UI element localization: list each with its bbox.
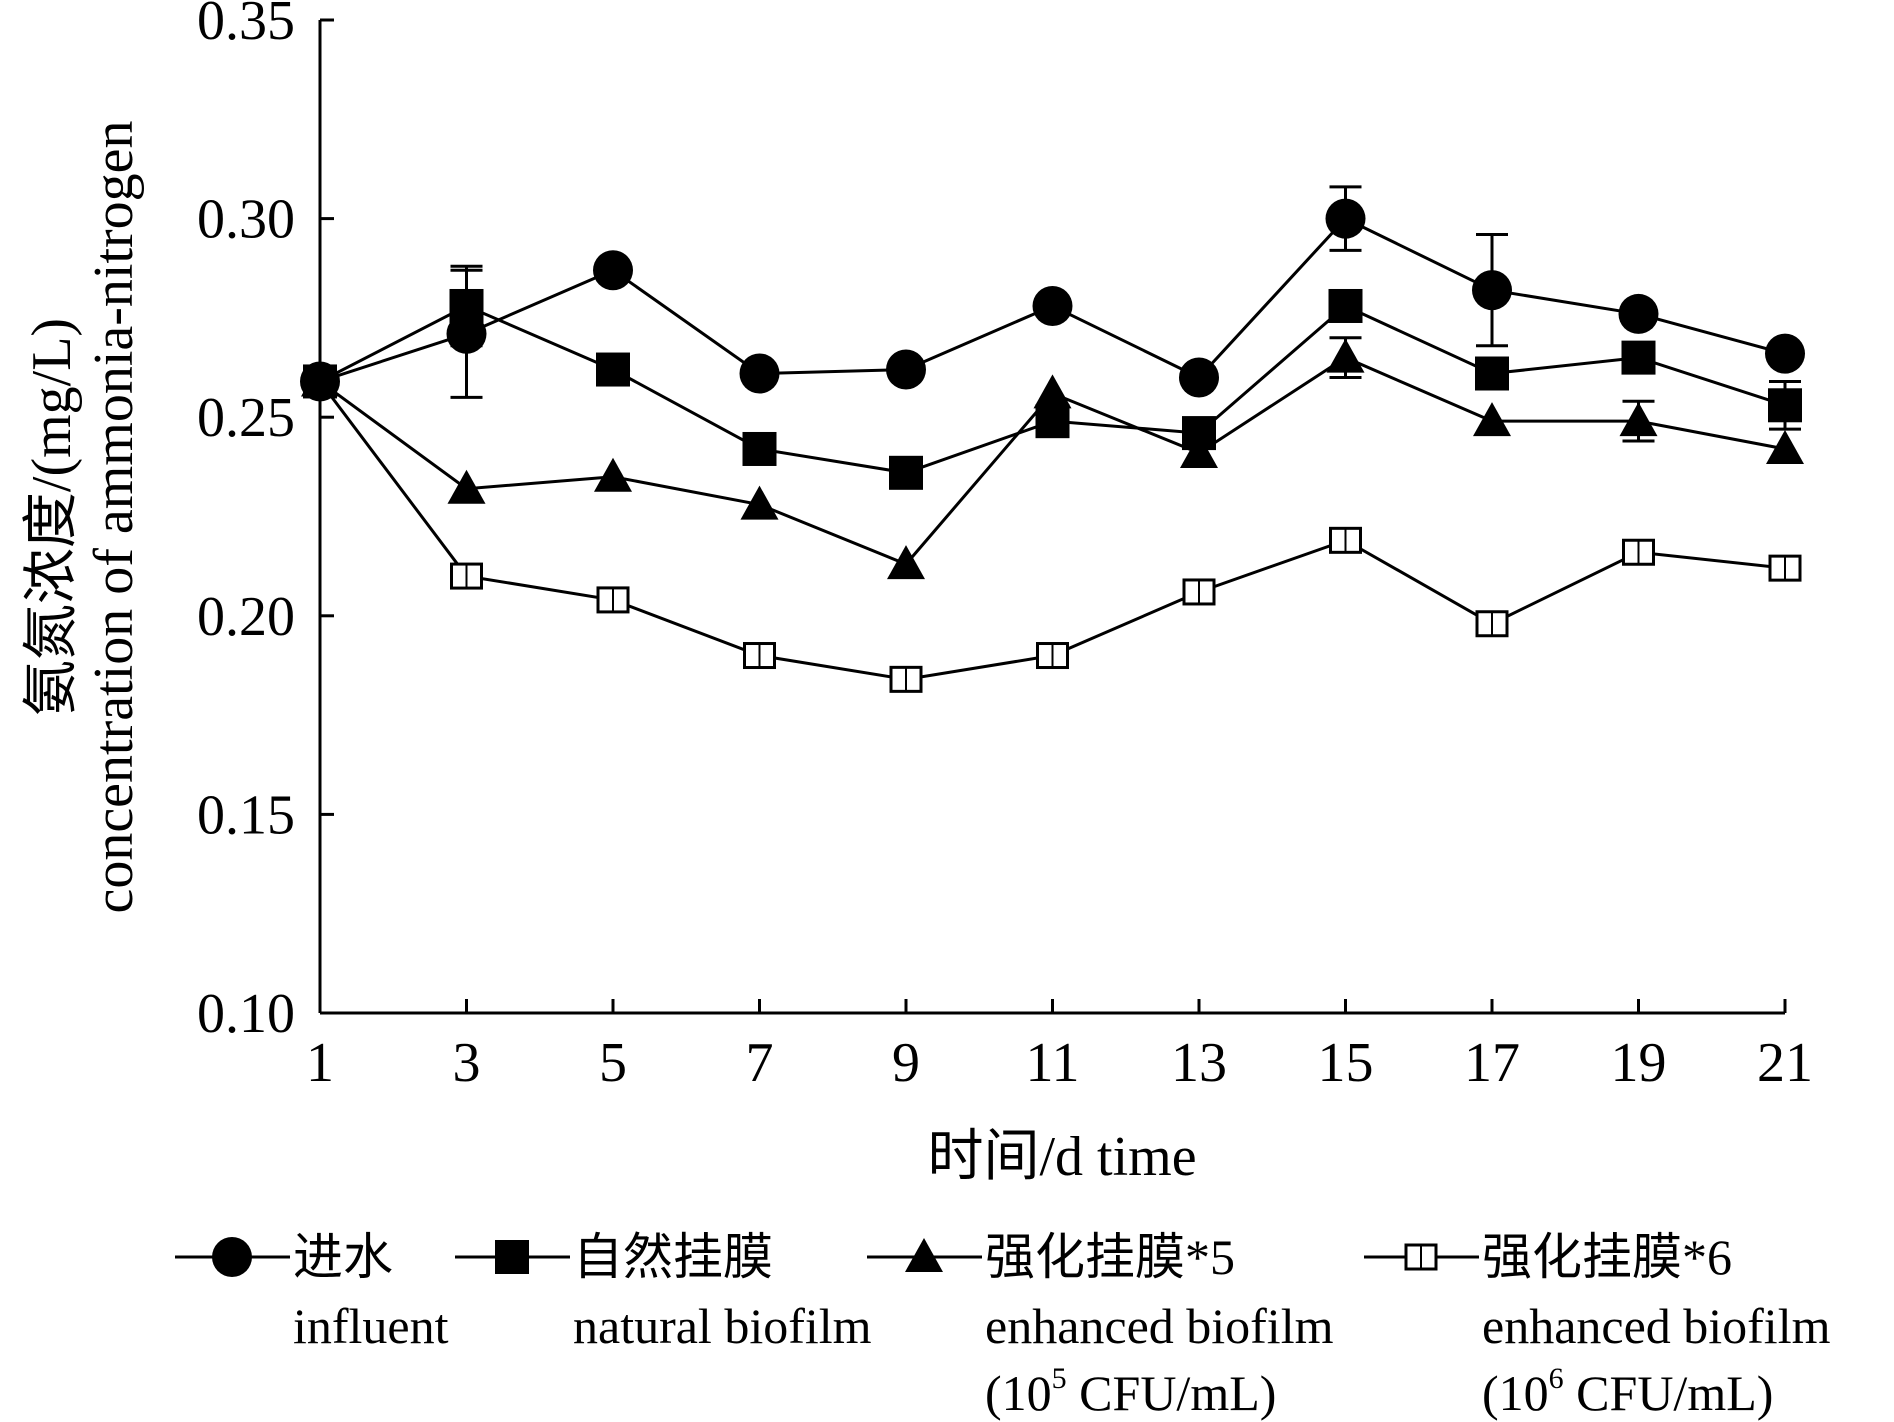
data-point <box>1768 554 1802 582</box>
data-point <box>886 349 926 390</box>
data-point <box>1182 578 1216 606</box>
legend-label-zh: 自然挂膜 <box>573 1229 773 1285</box>
data-point <box>1329 526 1362 554</box>
y-axis-title-line2: concentration of ammonia-nitrogen <box>83 120 145 913</box>
data-point <box>1179 357 1219 398</box>
data-point <box>887 545 925 580</box>
data-point <box>450 562 483 590</box>
legend-label-en: natural biofilm <box>573 1298 872 1354</box>
y-tick-label: 0.15 <box>197 784 295 846</box>
data-point <box>1180 433 1218 468</box>
legend-label-concentration: (106 CFU/mL) <box>1482 1362 1773 1421</box>
data-point <box>1765 333 1805 374</box>
conc-suffix: CFU/mL) <box>1067 1365 1277 1421</box>
legend-marker <box>1404 1243 1438 1271</box>
data-point <box>1033 374 1072 409</box>
plot-area <box>300 185 1805 693</box>
conc-prefix: (10 <box>1482 1365 1549 1421</box>
data-point <box>300 361 340 402</box>
legend-label-zh: 进水 <box>293 1229 393 1285</box>
data-point <box>1472 270 1512 311</box>
series-3 <box>301 336 1804 580</box>
data-point <box>596 352 630 387</box>
data-point <box>889 665 923 693</box>
legend: 进水 influent 自然挂膜 natural biofilm 强化挂膜*5 enhan… <box>175 1229 1831 1421</box>
data-point <box>1622 538 1655 566</box>
legend-entry-2: 自然挂膜 natural biofilm <box>455 1229 872 1354</box>
legend-marker <box>212 1237 252 1277</box>
data-point <box>740 485 779 520</box>
x-tick-label: 13 <box>1171 1032 1227 1094</box>
x-ticks: 1 3 5 7 9 11 13 15 17 19 21 <box>306 999 1813 1094</box>
data-point <box>1035 404 1070 439</box>
x-tick-label: 15 <box>1318 1032 1374 1094</box>
y-tick-label: 0.30 <box>197 189 295 251</box>
legend-label-en: enhanced biofilm <box>1482 1298 1831 1354</box>
data-point <box>1325 198 1366 239</box>
conc-superscript: 6 <box>1549 1362 1564 1395</box>
data-point <box>1182 416 1216 451</box>
data-point <box>447 469 486 504</box>
data-point <box>1328 288 1363 323</box>
data-point <box>1619 402 1658 437</box>
y-ticks: 0.10 0.15 0.20 0.25 0.30 0.35 <box>197 0 334 1045</box>
data-point <box>446 313 487 354</box>
x-tick-label: 1 <box>306 1032 334 1094</box>
y-tick-label: 0.35 <box>197 0 295 52</box>
legend-marker <box>905 1238 943 1272</box>
legend-label-en: influent <box>293 1298 449 1354</box>
data-point <box>1036 642 1069 670</box>
conc-superscript: 5 <box>1052 1362 1067 1395</box>
data-point <box>742 431 777 466</box>
x-tick-label: 7 <box>746 1032 774 1094</box>
y-tick-label: 0.25 <box>197 387 295 449</box>
data-point <box>1032 285 1073 326</box>
y-tick-label: 0.10 <box>197 983 295 1045</box>
data-point <box>1618 293 1659 334</box>
data-point <box>1475 356 1509 391</box>
legend-label-en: enhanced biofilm <box>985 1298 1334 1354</box>
data-point <box>889 455 923 490</box>
data-point <box>1475 610 1509 638</box>
series-1 <box>300 185 1805 402</box>
legend-entry-4: 强化挂膜*6 enhanced biofilm (106 CFU/mL) <box>1364 1229 1831 1421</box>
data-point <box>739 353 780 394</box>
data-point <box>1621 340 1656 375</box>
x-axis-title: 时间/d time <box>927 1126 1196 1188</box>
series-4 <box>303 367 1802 693</box>
y-axis-title-line1: 氨氮浓度/(mg/L) <box>21 318 83 716</box>
conc-prefix: (10 <box>985 1365 1052 1421</box>
legend-label-zh: 强化挂膜*6 <box>1482 1229 1732 1285</box>
x-tick-label: 17 <box>1464 1032 1520 1094</box>
y-tick-label: 0.20 <box>197 586 295 648</box>
legend-marker <box>495 1240 529 1274</box>
x-tick-label: 3 <box>453 1032 481 1094</box>
legend-entry-1: 进水 influent <box>175 1229 449 1354</box>
x-tick-label: 9 <box>892 1032 920 1094</box>
data-point <box>593 250 633 291</box>
x-tick-label: 21 <box>1757 1032 1813 1094</box>
axes <box>318 20 1785 1015</box>
data-point <box>1326 338 1365 373</box>
data-point <box>743 642 776 670</box>
legend-entry-3: 强化挂膜*5 enhanced biofilm (105 CFU/mL) <box>867 1229 1334 1421</box>
data-point <box>1766 429 1804 464</box>
data-point <box>594 457 632 492</box>
data-point <box>1768 388 1802 423</box>
legend-label-zh: 强化挂膜*5 <box>985 1229 1235 1285</box>
x-tick-label: 19 <box>1611 1032 1667 1094</box>
conc-suffix: CFU/mL) <box>1564 1365 1774 1421</box>
x-tick-label: 5 <box>599 1032 627 1094</box>
x-tick-label: 11 <box>1026 1032 1080 1094</box>
data-point <box>1473 402 1511 437</box>
legend-label-concentration: (105 CFU/mL) <box>985 1362 1276 1421</box>
data-point <box>596 586 630 614</box>
